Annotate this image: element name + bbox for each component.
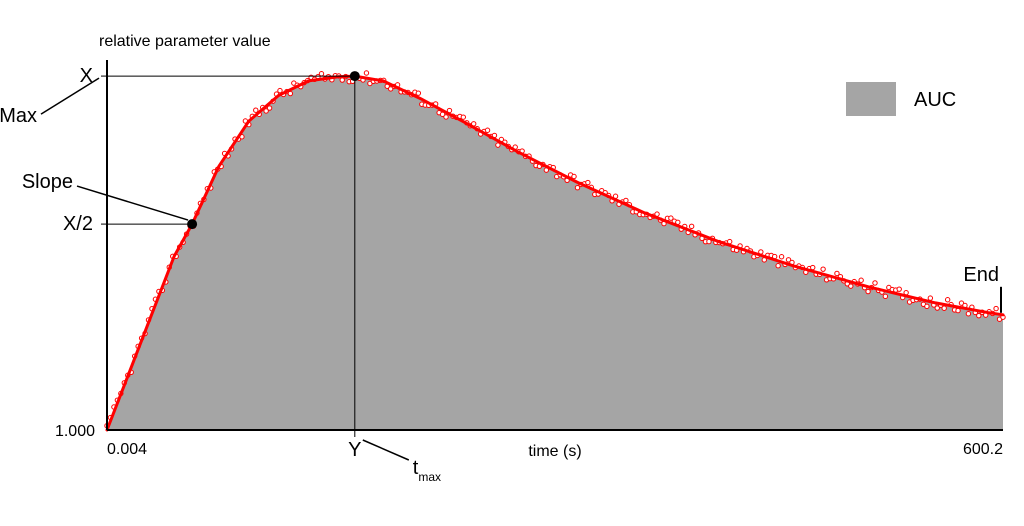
data-point xyxy=(928,296,932,300)
data-point xyxy=(897,287,901,291)
data-point xyxy=(496,143,500,147)
end-label: End xyxy=(963,264,999,286)
data-point xyxy=(572,174,576,178)
data-point xyxy=(340,78,344,82)
slope-label: Slope xyxy=(22,171,73,193)
data-point xyxy=(485,128,489,132)
data-point xyxy=(811,265,815,269)
ytick-label-X2: X/2 xyxy=(63,213,93,235)
chart-container: XMaxX/2SlopeYtmaxEnd0.004600.21.000time … xyxy=(0,0,1024,526)
legend-label: AUC xyxy=(914,89,956,111)
xtick-label-end: 600.2 xyxy=(963,441,1003,458)
slope-point xyxy=(187,219,197,229)
xtick-label-start: 0.004 xyxy=(107,441,147,458)
data-point xyxy=(779,255,783,259)
data-point xyxy=(942,306,946,310)
data-point xyxy=(956,308,960,312)
ytick-label-1: 1.000 xyxy=(55,423,95,440)
data-point xyxy=(945,298,949,302)
xtick-label-Y: Y xyxy=(348,439,361,461)
data-point xyxy=(776,264,780,268)
data-point xyxy=(994,306,998,310)
chart-title: relative parameter value xyxy=(99,33,271,50)
data-point xyxy=(966,312,970,316)
data-point xyxy=(586,180,590,184)
data-point xyxy=(849,284,853,288)
data-point xyxy=(689,224,693,228)
data-point xyxy=(925,304,929,308)
data-point xyxy=(364,71,368,75)
data-point xyxy=(461,115,465,119)
data-point xyxy=(278,88,282,92)
data-point xyxy=(624,198,628,202)
data-point xyxy=(728,239,732,243)
data-point xyxy=(319,72,323,76)
data-point xyxy=(866,289,870,293)
data-point xyxy=(254,108,258,112)
x-axis-label: time (s) xyxy=(528,443,581,460)
data-point xyxy=(416,91,420,95)
max-point xyxy=(350,71,360,81)
data-point xyxy=(873,281,877,285)
data-point xyxy=(883,294,887,298)
data-point xyxy=(859,278,863,282)
legend-swatch xyxy=(846,82,896,116)
chart-svg: XMaxX/2SlopeYtmaxEnd0.004600.21.000time … xyxy=(0,0,1024,526)
max-label: Max xyxy=(0,105,37,127)
data-point xyxy=(821,267,825,271)
data-point xyxy=(444,115,448,119)
